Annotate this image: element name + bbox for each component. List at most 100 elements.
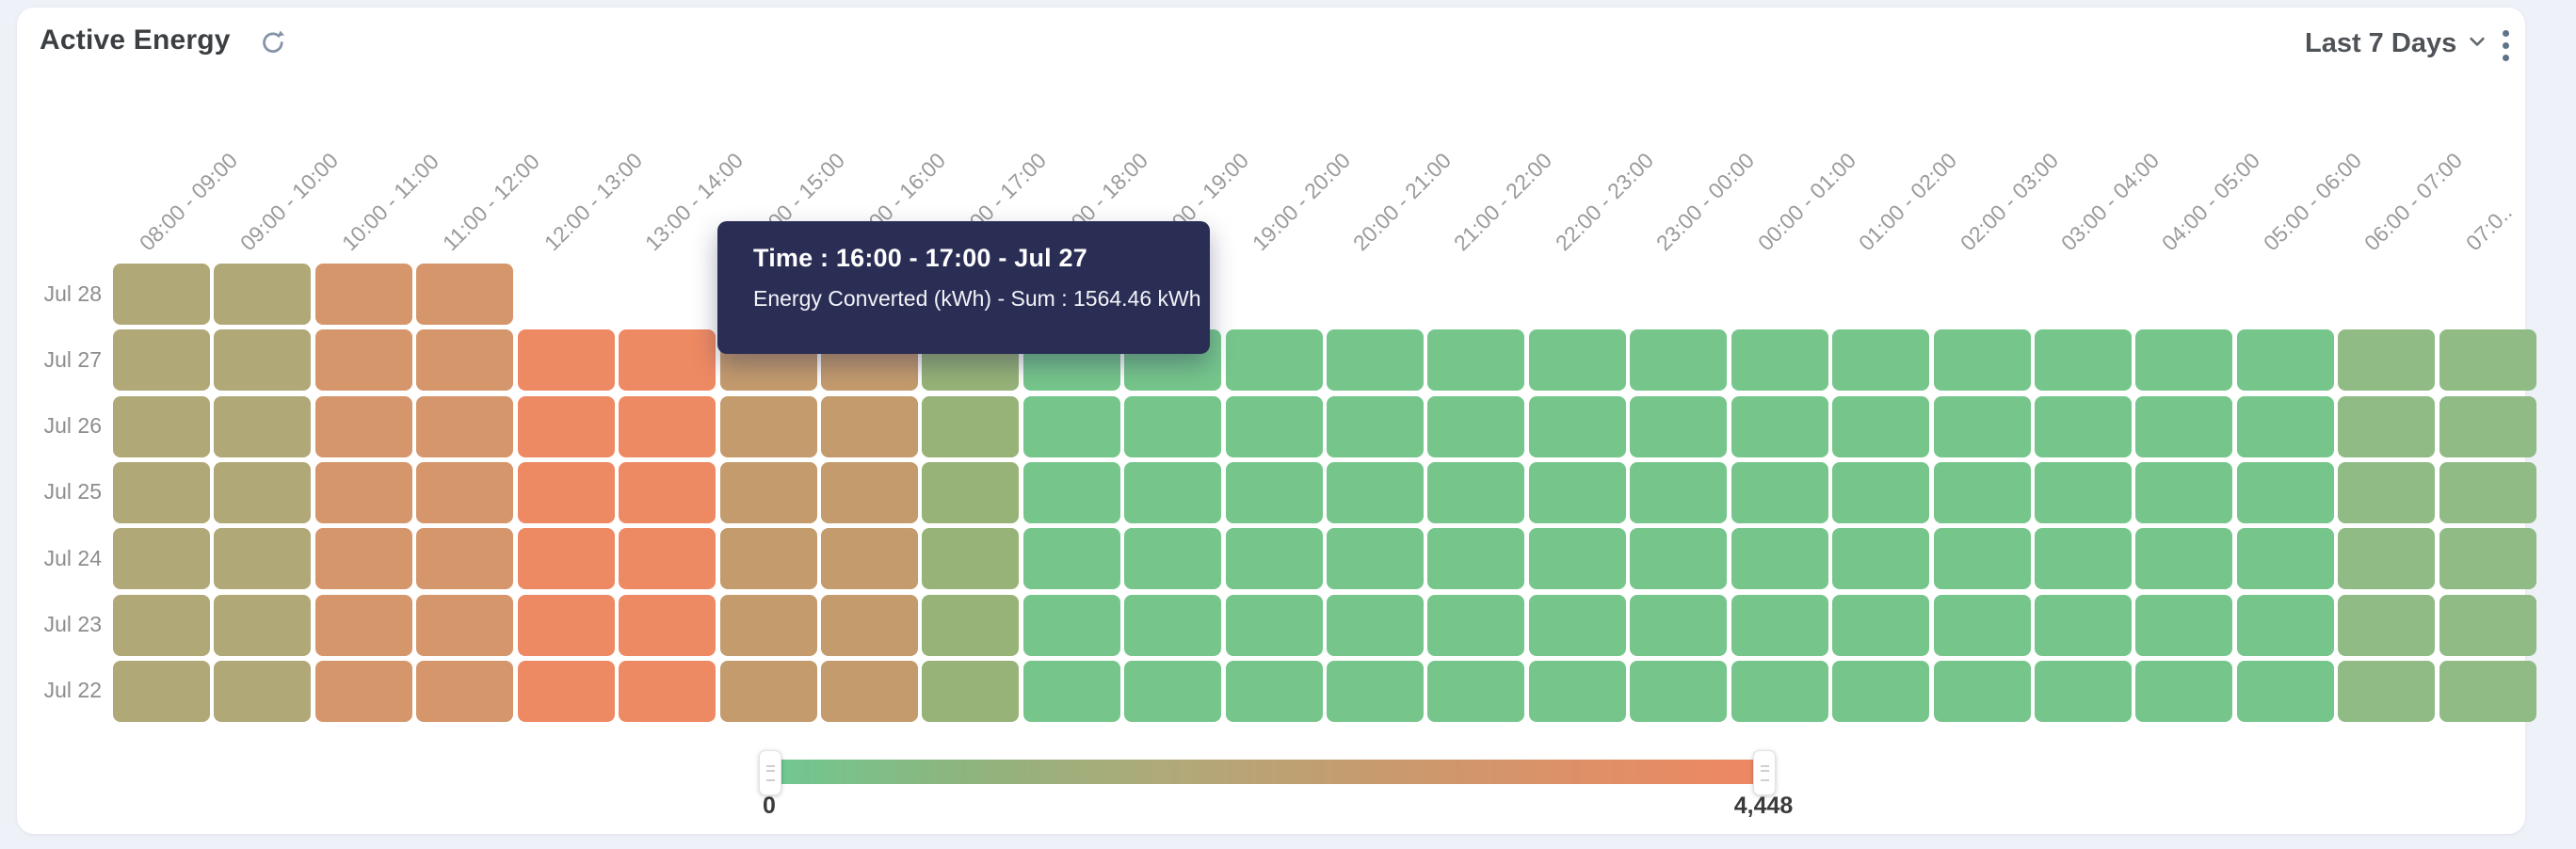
- heatmap-cell[interactable]: [1124, 660, 1222, 722]
- heatmap-cell[interactable]: [1933, 395, 2031, 457]
- heatmap-cell[interactable]: [2135, 461, 2233, 523]
- heatmap-cell[interactable]: [1832, 461, 1930, 523]
- heatmap-cell[interactable]: [214, 395, 312, 457]
- heatmap-cell[interactable]: [1630, 329, 1728, 392]
- heatmap-cell[interactable]: [1528, 329, 1626, 392]
- heatmap-cell[interactable]: [1933, 329, 2031, 392]
- heatmap-cell[interactable]: [113, 594, 210, 656]
- heatmap-cell[interactable]: [2439, 594, 2536, 656]
- heatmap-cell[interactable]: [1832, 329, 1930, 392]
- heatmap-cell[interactable]: [416, 395, 514, 457]
- heatmap-cell[interactable]: [517, 660, 615, 722]
- heatmap-cell[interactable]: [2338, 528, 2436, 590]
- heatmap-cell[interactable]: [416, 594, 514, 656]
- heatmap-cell[interactable]: [2135, 528, 2233, 590]
- heatmap-cell[interactable]: [1225, 528, 1323, 590]
- heatmap-cell[interactable]: [1022, 528, 1120, 590]
- heatmap-cell[interactable]: [1832, 660, 1930, 722]
- heatmap-cell[interactable]: [1327, 594, 1425, 656]
- heatmap-cell[interactable]: [1427, 660, 1525, 722]
- heatmap-cell[interactable]: [517, 594, 615, 656]
- heatmap-cell[interactable]: [1630, 395, 1728, 457]
- heatmap-cell[interactable]: [2338, 594, 2436, 656]
- heatmap-cell[interactable]: [1124, 395, 1222, 457]
- heatmap-cell[interactable]: [2135, 329, 2233, 392]
- heatmap-cell[interactable]: [314, 329, 412, 392]
- heatmap-cell[interactable]: [416, 264, 514, 325]
- heatmap-cell[interactable]: [2338, 461, 2436, 523]
- heatmap-cell[interactable]: [2034, 528, 2132, 590]
- heatmap-cell[interactable]: [719, 594, 817, 656]
- heatmap-cell[interactable]: [2439, 528, 2536, 590]
- heatmap-cell[interactable]: [1832, 395, 1930, 457]
- heatmap-cell[interactable]: [314, 528, 412, 590]
- heatmap-cell[interactable]: [113, 461, 210, 523]
- heatmap-cell[interactable]: [1427, 329, 1525, 392]
- heatmap-cell[interactable]: [820, 528, 918, 590]
- heatmap-cell[interactable]: [517, 461, 615, 523]
- heatmap-cell[interactable]: [2338, 395, 2436, 457]
- heatmap-cell[interactable]: [1427, 594, 1525, 656]
- heatmap-cell[interactable]: [1630, 594, 1728, 656]
- heatmap-cell[interactable]: [1427, 395, 1525, 457]
- heatmap-cell[interactable]: [2236, 395, 2334, 457]
- heatmap-cell[interactable]: [1630, 528, 1728, 590]
- heatmap-cell[interactable]: [1731, 329, 1828, 392]
- heatmap-cell[interactable]: [1225, 660, 1323, 722]
- heatmap-cell[interactable]: [214, 660, 312, 722]
- heatmap-cell[interactable]: [1731, 461, 1828, 523]
- heatmap-cell[interactable]: [1933, 594, 2031, 656]
- heatmap-cell[interactable]: [922, 660, 1020, 722]
- heatmap-cell[interactable]: [619, 329, 716, 392]
- heatmap-cell[interactable]: [517, 329, 615, 392]
- heatmap-cell[interactable]: [619, 660, 716, 722]
- heatmap-cell[interactable]: [1225, 329, 1323, 392]
- heatmap-cell[interactable]: [820, 594, 918, 656]
- kebab-menu-button[interactable]: [2489, 21, 2521, 70]
- heatmap-cell[interactable]: [2236, 660, 2334, 722]
- heatmap-cell[interactable]: [1327, 660, 1425, 722]
- heatmap-cell[interactable]: [416, 528, 514, 590]
- heatmap-cell[interactable]: [2135, 395, 2233, 457]
- heatmap-cell[interactable]: [619, 528, 716, 590]
- heatmap-cell[interactable]: [2338, 660, 2436, 722]
- heatmap-cell[interactable]: [416, 329, 514, 392]
- heatmap-cell[interactable]: [314, 264, 412, 325]
- heatmap-cell[interactable]: [719, 461, 817, 523]
- heatmap-cell[interactable]: [1427, 461, 1525, 523]
- heatmap-cell[interactable]: [1124, 594, 1222, 656]
- heatmap-cell[interactable]: [2135, 594, 2233, 656]
- heatmap-cell[interactable]: [922, 461, 1020, 523]
- heatmap-cell[interactable]: [1731, 528, 1828, 590]
- heatmap-cell[interactable]: [214, 461, 312, 523]
- heatmap-cell[interactable]: [719, 395, 817, 457]
- date-range-selector[interactable]: Last 7 Days: [2305, 23, 2490, 64]
- heatmap-cell[interactable]: [1832, 528, 1930, 590]
- heatmap-cell[interactable]: [922, 395, 1020, 457]
- heatmap-cell[interactable]: [2439, 660, 2536, 722]
- heatmap-cell[interactable]: [113, 528, 210, 590]
- heatmap-cell[interactable]: [517, 395, 615, 457]
- heatmap-cell[interactable]: [2338, 329, 2436, 392]
- heatmap-cell[interactable]: [314, 395, 412, 457]
- heatmap-cell[interactable]: [2236, 461, 2334, 523]
- heatmap-cell[interactable]: [2236, 594, 2334, 656]
- heatmap-cell[interactable]: [314, 594, 412, 656]
- heatmap-cell[interactable]: [2034, 329, 2132, 392]
- heatmap-cell[interactable]: [2439, 329, 2536, 392]
- refresh-button[interactable]: [252, 23, 294, 64]
- heatmap-cell[interactable]: [1022, 395, 1120, 457]
- heatmap-cell[interactable]: [2135, 660, 2233, 722]
- heatmap-cell[interactable]: [113, 395, 210, 457]
- heatmap-cell[interactable]: [1528, 461, 1626, 523]
- heatmap-cell[interactable]: [2034, 395, 2132, 457]
- heatmap-cell[interactable]: [1528, 594, 1626, 656]
- heatmap-cell[interactable]: [113, 329, 210, 392]
- heatmap-cell[interactable]: [1731, 395, 1828, 457]
- heatmap-cell[interactable]: [820, 660, 918, 722]
- heatmap-cell[interactable]: [719, 660, 817, 722]
- legend-min-handle[interactable]: [759, 750, 781, 795]
- heatmap-cell[interactable]: [2034, 594, 2132, 656]
- heatmap-cell[interactable]: [619, 461, 716, 523]
- heatmap-cell[interactable]: [2236, 329, 2334, 392]
